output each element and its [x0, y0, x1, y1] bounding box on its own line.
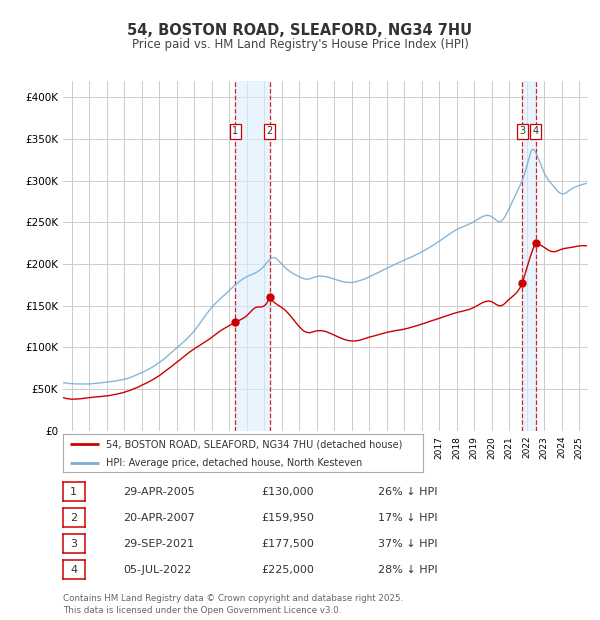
- Text: 3: 3: [520, 126, 526, 136]
- Text: 3: 3: [70, 539, 77, 549]
- Text: 4: 4: [70, 565, 77, 575]
- Text: 37% ↓ HPI: 37% ↓ HPI: [378, 539, 437, 549]
- Text: 2: 2: [266, 126, 272, 136]
- Text: Price paid vs. HM Land Registry's House Price Index (HPI): Price paid vs. HM Land Registry's House …: [131, 38, 469, 51]
- Text: £225,000: £225,000: [261, 565, 314, 575]
- Text: 1: 1: [70, 487, 77, 497]
- Text: 05-JUL-2022: 05-JUL-2022: [123, 565, 191, 575]
- Text: 29-SEP-2021: 29-SEP-2021: [123, 539, 194, 549]
- Text: £130,000: £130,000: [261, 487, 314, 497]
- Text: 17% ↓ HPI: 17% ↓ HPI: [378, 513, 437, 523]
- Bar: [235, 81, 269, 431]
- Text: 26% ↓ HPI: 26% ↓ HPI: [378, 487, 437, 497]
- Bar: [523, 81, 536, 431]
- Text: 20-APR-2007: 20-APR-2007: [123, 513, 195, 523]
- Text: 54, BOSTON ROAD, SLEAFORD, NG34 7HU: 54, BOSTON ROAD, SLEAFORD, NG34 7HU: [127, 24, 473, 38]
- Text: 29-APR-2005: 29-APR-2005: [123, 487, 195, 497]
- Text: Contains HM Land Registry data © Crown copyright and database right 2025.
This d: Contains HM Land Registry data © Crown c…: [63, 594, 403, 615]
- Text: 54, BOSTON ROAD, SLEAFORD, NG34 7HU (detached house): 54, BOSTON ROAD, SLEAFORD, NG34 7HU (det…: [106, 440, 403, 450]
- Text: £159,950: £159,950: [261, 513, 314, 523]
- Text: 4: 4: [532, 126, 539, 136]
- Text: HPI: Average price, detached house, North Kesteven: HPI: Average price, detached house, Nort…: [106, 458, 362, 468]
- Text: £177,500: £177,500: [261, 539, 314, 549]
- Text: 28% ↓ HPI: 28% ↓ HPI: [378, 565, 437, 575]
- Text: 2: 2: [70, 513, 77, 523]
- Text: 1: 1: [232, 126, 238, 136]
